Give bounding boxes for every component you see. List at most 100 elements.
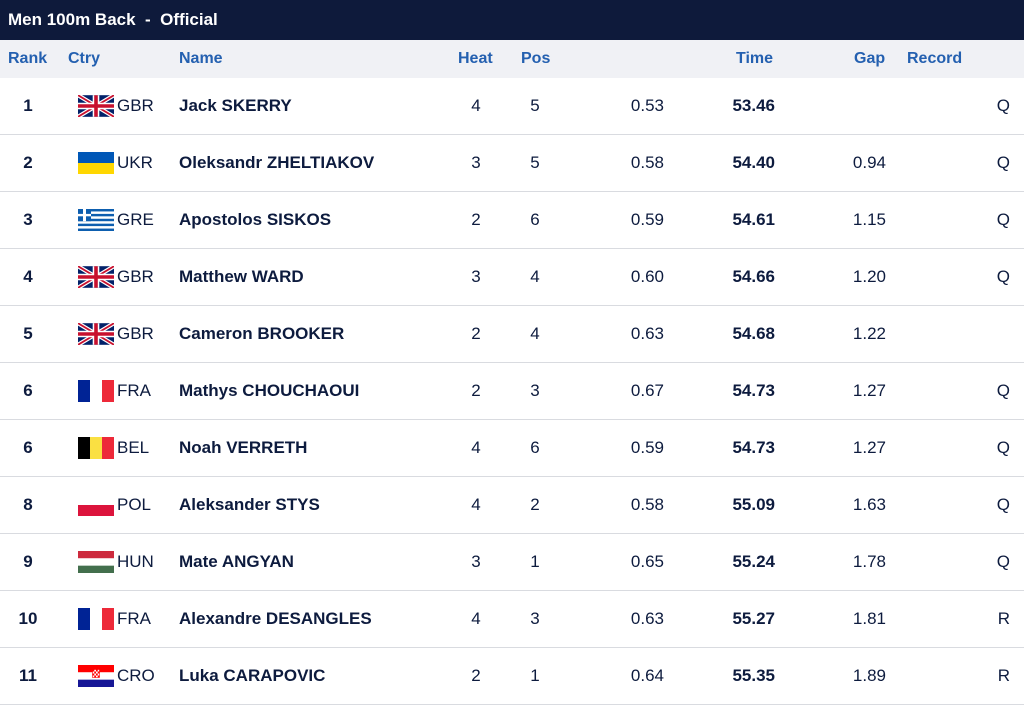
- country-code: GBR: [117, 267, 154, 286]
- athlete-name[interactable]: Mathys CHOUCHAOUI: [179, 381, 360, 400]
- pol-flag-icon: [78, 494, 114, 516]
- rank-cell: 10: [18, 609, 38, 628]
- table-row[interactable]: 4 GBR Matthew WARD 3 4 0.60 54.66 1.20 Q: [0, 249, 1024, 306]
- record-cell: Q: [996, 552, 1010, 571]
- athlete-name[interactable]: Cameron BROOKER: [179, 324, 345, 343]
- country-code: FRA: [117, 381, 151, 400]
- time-cell: 55.27: [732, 609, 775, 628]
- column-header-name[interactable]: Name: [179, 50, 223, 67]
- athlete-name[interactable]: Alexandre DESANGLES: [179, 609, 372, 628]
- rank-cell: 4: [23, 267, 33, 286]
- heat-cell: 4: [471, 609, 481, 628]
- rank-cell: 1: [23, 96, 33, 115]
- record-cell: Q: [996, 210, 1010, 229]
- reaction-time-cell: 0.65: [630, 552, 664, 571]
- time-cell: 54.66: [732, 267, 775, 286]
- heat-cell: 2: [471, 210, 481, 229]
- result-status: Official: [160, 10, 218, 29]
- reaction-time-cell: 0.63: [630, 609, 664, 628]
- athlete-name[interactable]: Jack SKERRY: [179, 96, 292, 115]
- column-header-time[interactable]: Time: [736, 50, 774, 67]
- time-cell: 55.35: [732, 666, 775, 685]
- reaction-time-cell: 0.63: [630, 324, 664, 343]
- country-code: HUN: [117, 552, 154, 571]
- table-row[interactable]: 8 POL Aleksander STYS 4 2 0.58 55.09 1.6…: [0, 477, 1024, 534]
- bel-flag-icon: [78, 437, 114, 459]
- record-cell: Q: [996, 267, 1010, 286]
- reaction-time-cell: 0.67: [630, 381, 664, 400]
- gap-cell: 1.78: [852, 552, 886, 571]
- athlete-name[interactable]: Luka CARAPOVIC: [179, 666, 326, 685]
- time-cell: 54.73: [732, 381, 775, 400]
- event-name: Men 100m Back: [8, 10, 136, 29]
- heat-cell: 4: [471, 438, 481, 457]
- time-cell: 55.24: [732, 552, 775, 571]
- country-code: FRA: [117, 609, 151, 628]
- country-code: UKR: [117, 153, 153, 172]
- gbr-flag-icon: [78, 323, 114, 345]
- column-header-rank[interactable]: Rank: [8, 50, 48, 67]
- time-cell: 54.68: [732, 324, 775, 343]
- column-header-pos[interactable]: Pos: [521, 50, 551, 67]
- reaction-time-cell: 0.53: [630, 96, 664, 115]
- hun-flag-icon: [78, 551, 114, 573]
- title-separator: -: [145, 10, 151, 29]
- results-table-body: 1 GBR Jack SKERRY 4 5 0.53 53.46 Q 2 UKR…: [0, 78, 1024, 705]
- column-header-gap[interactable]: Gap: [854, 50, 886, 67]
- position-cell: 2: [530, 495, 540, 514]
- athlete-name[interactable]: Mate ANGYAN: [179, 552, 294, 571]
- gap-cell: 1.27: [852, 381, 886, 400]
- record-cell: Q: [996, 153, 1010, 172]
- heat-cell: 2: [471, 324, 481, 343]
- reaction-time-cell: 0.59: [630, 210, 664, 229]
- athlete-name[interactable]: Noah VERRETH: [179, 438, 308, 457]
- athlete-name[interactable]: Aleksander STYS: [179, 495, 320, 514]
- time-cell: 54.40: [732, 153, 775, 172]
- column-header-heat[interactable]: Heat: [458, 50, 493, 67]
- athlete-name[interactable]: Apostolos SISKOS: [179, 210, 332, 229]
- table-row[interactable]: 11 CRO Luka CARAPOVIC 2 1 0.64 55.35 1.8…: [0, 648, 1024, 705]
- column-header-record[interactable]: Record: [907, 50, 963, 67]
- position-cell: 6: [530, 438, 540, 457]
- heat-cell: 4: [471, 495, 481, 514]
- reaction-time-cell: 0.58: [630, 495, 664, 514]
- rank-cell: 11: [19, 666, 37, 685]
- position-cell: 1: [530, 552, 540, 571]
- heat-cell: 4: [471, 96, 481, 115]
- table-row[interactable]: 6 FRA Mathys CHOUCHAOUI 2 3 0.67 54.73 1…: [0, 363, 1024, 420]
- rank-cell: 6: [23, 438, 33, 457]
- athlete-name[interactable]: Oleksandr ZHELTIAKOV: [179, 153, 375, 172]
- gap-cell: 1.27: [852, 438, 886, 457]
- country-code: GBR: [117, 96, 154, 115]
- heat-cell: 3: [471, 552, 481, 571]
- heat-cell: 3: [471, 267, 481, 286]
- record-cell: R: [997, 609, 1010, 628]
- rank-cell: 5: [23, 324, 33, 343]
- table-row[interactable]: 6 BEL Noah VERRETH 4 6 0.59 54.73 1.27 Q: [0, 420, 1024, 477]
- rank-cell: 6: [23, 381, 33, 400]
- time-cell: 54.61: [732, 210, 775, 229]
- table-row[interactable]: 5 GBR Cameron BROOKER 2 4 0.63 54.68 1.2…: [0, 306, 1024, 363]
- table-row[interactable]: 9 HUN Mate ANGYAN 3 1 0.65 55.24 1.78 Q: [0, 534, 1024, 591]
- record-cell: Q: [996, 495, 1010, 514]
- athlete-name[interactable]: Matthew WARD: [179, 267, 304, 286]
- position-cell: 1: [530, 666, 540, 685]
- record-cell: Q: [996, 438, 1010, 457]
- gre-flag-icon: [78, 209, 114, 231]
- column-header-ctry[interactable]: Ctry: [68, 50, 101, 67]
- table-row[interactable]: 1 GBR Jack SKERRY 4 5 0.53 53.46 Q: [0, 78, 1024, 135]
- country-code: GRE: [117, 210, 154, 229]
- record-cell: R: [997, 666, 1010, 685]
- position-cell: 5: [530, 96, 540, 115]
- heat-cell: 2: [471, 381, 481, 400]
- gbr-flag-icon: [78, 266, 114, 288]
- time-cell: 54.73: [732, 438, 775, 457]
- table-row[interactable]: 10 FRA Alexandre DESANGLES 4 3 0.63 55.2…: [0, 591, 1024, 648]
- gap-cell: 1.15: [852, 210, 886, 229]
- reaction-time-cell: 0.59: [630, 438, 664, 457]
- table-row[interactable]: 3 GRE Apostolos SISKOS 2 6 0.59 54.61 1.…: [0, 192, 1024, 249]
- gap-cell: 1.63: [852, 495, 886, 514]
- table-row[interactable]: 2 UKR Oleksandr ZHELTIAKOV 3 5 0.58 54.4…: [0, 135, 1024, 192]
- reaction-time-cell: 0.58: [630, 153, 664, 172]
- table-header: Rank Ctry Name Heat Pos Time Gap Record: [0, 40, 1024, 78]
